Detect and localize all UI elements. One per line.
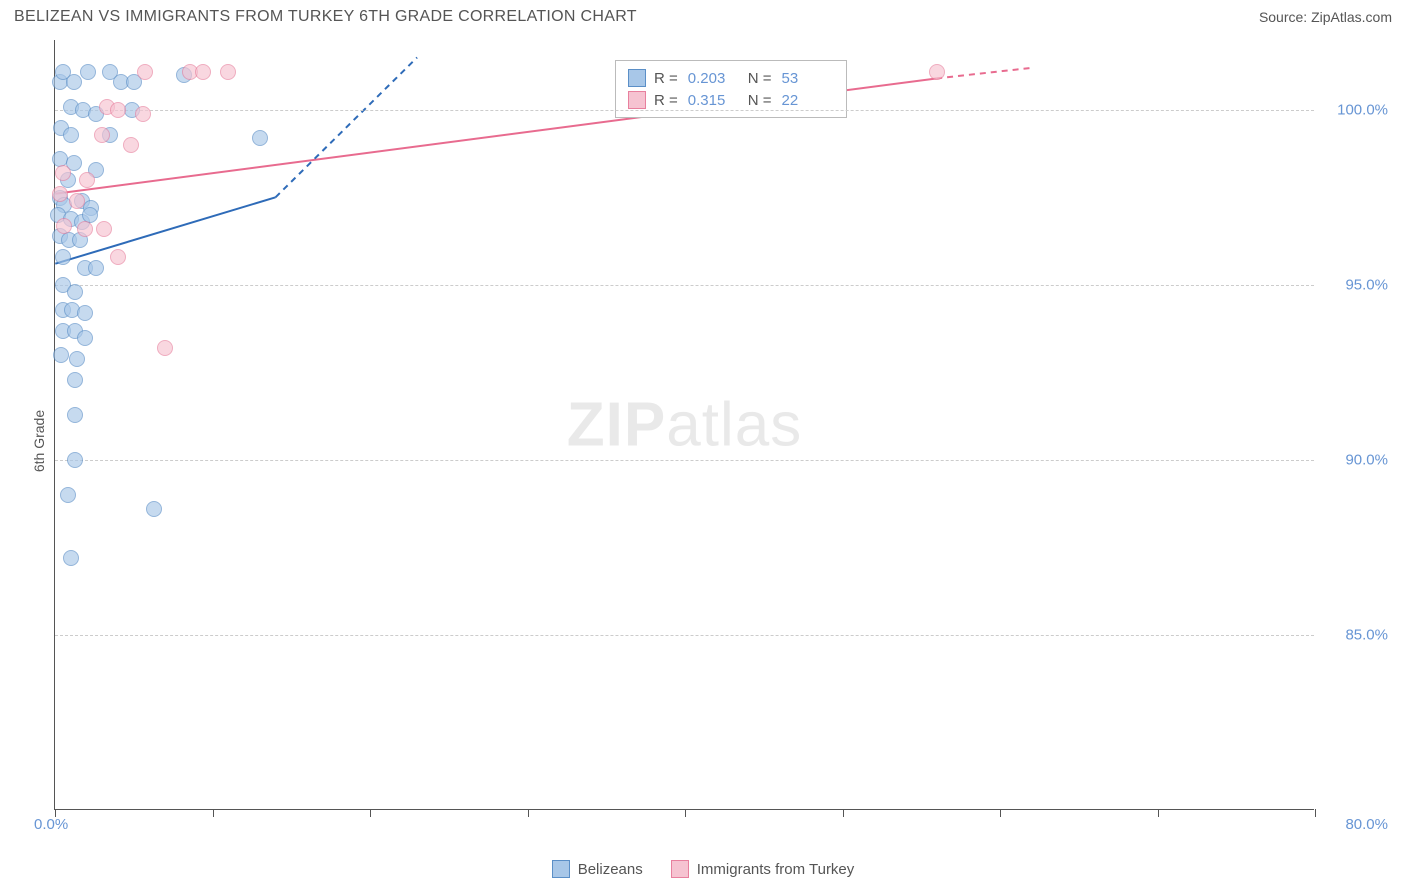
data-point-turkey: [69, 193, 85, 209]
data-point-turkey: [220, 64, 236, 80]
data-point-belizeans: [53, 347, 69, 363]
data-point-turkey: [52, 186, 68, 202]
data-point-turkey: [96, 221, 112, 237]
legend-item-belizeans: Belizeans: [552, 860, 643, 878]
gridline: [55, 460, 1314, 461]
data-point-belizeans: [252, 130, 268, 146]
data-point-belizeans: [67, 407, 83, 423]
data-point-belizeans: [69, 351, 85, 367]
x-tick: [528, 809, 529, 817]
stats-row-belizeans: R = 0.203 N = 53: [628, 67, 834, 89]
data-point-turkey: [195, 64, 211, 80]
data-point-belizeans: [88, 260, 104, 276]
data-point-belizeans: [67, 284, 83, 300]
stats-row-turkey: R = 0.315 N = 22: [628, 89, 834, 111]
data-point-turkey: [135, 106, 151, 122]
data-point-belizeans: [77, 330, 93, 346]
data-point-belizeans: [146, 501, 162, 517]
bottom-legend: Belizeans Immigrants from Turkey: [0, 860, 1406, 878]
swatch-belizeans: [628, 69, 646, 87]
x-max-label: 80.0%: [1345, 816, 1388, 833]
data-point-belizeans: [67, 372, 83, 388]
x-tick: [1315, 809, 1316, 817]
swatch-belizeans: [552, 860, 570, 878]
x-tick: [213, 809, 214, 817]
gridline: [55, 285, 1314, 286]
n-label: N =: [748, 92, 772, 109]
data-point-turkey: [137, 64, 153, 80]
trend-lines: [55, 40, 1314, 809]
data-point-belizeans: [66, 74, 82, 90]
x-tick: [685, 809, 686, 817]
data-point-belizeans: [77, 305, 93, 321]
chart-source: Source: ZipAtlas.com: [1259, 9, 1392, 25]
data-point-turkey: [94, 127, 110, 143]
legend-label: Belizeans: [578, 861, 643, 878]
data-point-turkey: [123, 137, 139, 153]
y-tick-label: 95.0%: [1318, 277, 1388, 294]
plot-area: ZIPatlas R =0.203N =53R =0.315N =22 100.…: [54, 40, 1314, 810]
data-point-belizeans: [63, 550, 79, 566]
watermark-light: atlas: [666, 390, 802, 459]
data-point-turkey: [157, 340, 173, 356]
data-point-belizeans: [80, 64, 96, 80]
legend-item-turkey: Immigrants from Turkey: [671, 860, 855, 878]
data-point-belizeans: [60, 487, 76, 503]
x-origin-label: 0.0%: [34, 816, 68, 833]
watermark-bold: ZIP: [567, 390, 666, 459]
n-value: 22: [782, 92, 834, 109]
data-point-turkey: [77, 221, 93, 237]
r-value: 0.203: [688, 70, 740, 87]
y-tick-label: 100.0%: [1318, 102, 1388, 119]
data-point-turkey: [110, 102, 126, 118]
data-point-turkey: [55, 165, 71, 181]
data-point-belizeans: [67, 452, 83, 468]
data-point-belizeans: [55, 249, 71, 265]
gridline: [55, 110, 1314, 111]
y-tick-label: 90.0%: [1318, 452, 1388, 469]
data-point-turkey: [56, 218, 72, 234]
watermark: ZIPatlas: [567, 389, 802, 460]
r-label: R =: [654, 70, 678, 87]
y-tick-label: 85.0%: [1318, 627, 1388, 644]
y-axis-label: 6th Grade: [31, 410, 47, 472]
chart-header: BELIZEAN VS IMMIGRANTS FROM TURKEY 6TH G…: [0, 0, 1406, 32]
r-value: 0.315: [688, 92, 740, 109]
gridline: [55, 635, 1314, 636]
swatch-turkey: [671, 860, 689, 878]
data-point-turkey: [929, 64, 945, 80]
legend-label: Immigrants from Turkey: [697, 861, 855, 878]
data-point-turkey: [110, 249, 126, 265]
n-label: N =: [748, 70, 772, 87]
n-value: 53: [782, 70, 834, 87]
data-point-turkey: [79, 172, 95, 188]
chart-title: BELIZEAN VS IMMIGRANTS FROM TURKEY 6TH G…: [14, 8, 637, 26]
x-tick: [1158, 809, 1159, 817]
x-tick: [370, 809, 371, 817]
swatch-turkey: [628, 91, 646, 109]
data-point-belizeans: [63, 127, 79, 143]
x-tick: [843, 809, 844, 817]
x-tick: [1000, 809, 1001, 817]
r-label: R =: [654, 92, 678, 109]
chart-area: 6th Grade ZIPatlas R = 0.203 N = 53 R = 0.315…: [14, 40, 1392, 842]
